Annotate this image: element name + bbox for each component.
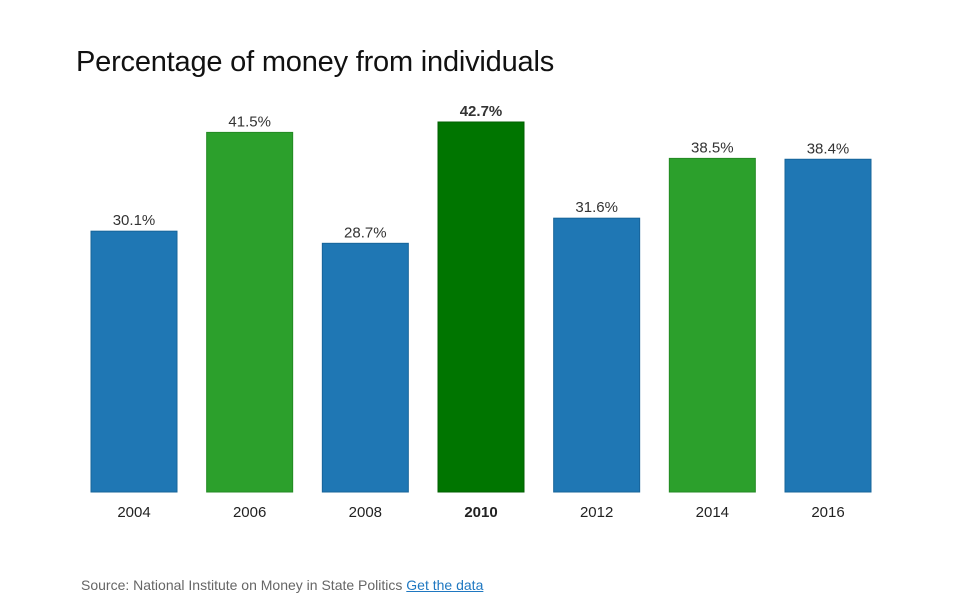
value-label-2012: 31.6%: [575, 199, 618, 216]
x-tick-2010: 2010: [464, 504, 497, 521]
value-label-2006: 41.5%: [228, 113, 271, 130]
bar-2012: [553, 217, 641, 493]
bar-2004: [90, 230, 178, 493]
x-tick-2014: 2014: [696, 504, 729, 521]
get-the-data-link[interactable]: Get the data: [406, 577, 484, 593]
bar-2006: [206, 131, 294, 493]
bar-2008: [321, 242, 409, 493]
source-note: Source: National Institute on Money in S…: [81, 577, 483, 593]
chart-title: Percentage of money from individuals: [76, 46, 554, 78]
bar-2014: [668, 157, 756, 493]
x-tick-2016: 2016: [811, 504, 844, 521]
bar-2016: [784, 158, 872, 493]
bar-chart: 30.1% 41.5% 28.7% 42.7% 31.6% 38.5% 38.4% 2004…: [90, 103, 872, 521]
x-tick-2012: 2012: [580, 504, 613, 521]
x-axis-ticks: 2004 2006 2008 2010 2012 2014 2016: [117, 504, 844, 521]
bar-2010: [437, 121, 525, 493]
value-label-2016: 38.4%: [807, 140, 850, 157]
bars-group: [90, 121, 872, 493]
value-label-2004: 30.1%: [113, 212, 156, 229]
value-label-2014: 38.5%: [691, 139, 734, 156]
x-tick-2004: 2004: [117, 504, 150, 521]
value-label-2010: 42.7%: [460, 103, 503, 120]
x-tick-2008: 2008: [349, 504, 382, 521]
x-tick-2006: 2006: [233, 504, 266, 521]
value-label-2008: 28.7%: [344, 224, 387, 241]
source-text: Source: National Institute on Money in S…: [81, 577, 403, 593]
value-labels-group: 30.1% 41.5% 28.7% 42.7% 31.6% 38.5% 38.4%: [113, 103, 850, 241]
